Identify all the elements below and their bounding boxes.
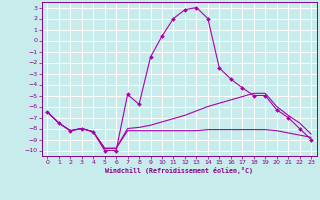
- X-axis label: Windchill (Refroidissement éolien,°C): Windchill (Refroidissement éolien,°C): [105, 167, 253, 174]
